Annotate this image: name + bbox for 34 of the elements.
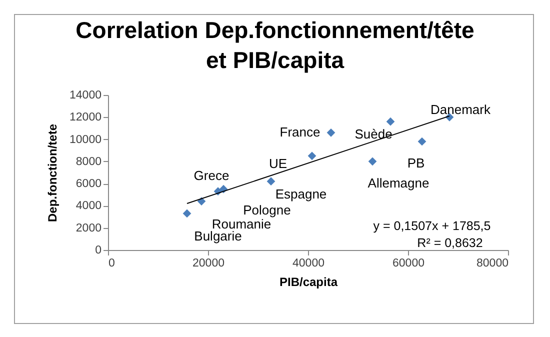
point [368,157,377,166]
x-tick-label: 20000 [192,258,224,270]
point [418,137,426,146]
annotation: France [280,124,320,140]
x-tick-label: 0 [108,258,115,270]
annotation: y = 0,1507x + 1785,5 [373,219,491,233]
y-tick-label: 0 [95,244,102,256]
y-tick-label: 2000 [76,222,102,234]
annotation: Suède [354,126,392,142]
y-tick-label: 8000 [76,156,102,168]
point [326,128,336,137]
y-tick-label: 10000 [70,134,102,146]
x-tick-label: 60000 [392,258,424,270]
point [308,152,316,160]
annotation: R² = 0,8632 [417,236,483,250]
annotation: PB [407,156,425,170]
y-tick-label: 6000 [76,178,102,190]
annotation: Allemagne [368,175,430,190]
annotation: Danemark [430,102,491,118]
y-tick-label: 12000 [70,112,102,124]
x-axis-title: PIB/capita [279,275,338,289]
x-tick-label: 40000 [292,258,324,270]
y-tick-label: 14000 [70,90,102,102]
x-tick-label: 80000 [476,258,508,270]
annotation: Espagne [275,186,327,202]
point [386,117,395,126]
chart-title: Correlation Dep.fonctionnement/tête et PIB/capita [76,17,474,73]
y-tick-label: 4000 [76,200,102,212]
point [182,209,192,218]
y-axis-title: Dep.fonction/tete [46,124,60,222]
annotation: Pologne [243,202,291,218]
point [266,177,276,186]
annotation: Grece [194,168,230,184]
annotation: UE [268,156,288,171]
